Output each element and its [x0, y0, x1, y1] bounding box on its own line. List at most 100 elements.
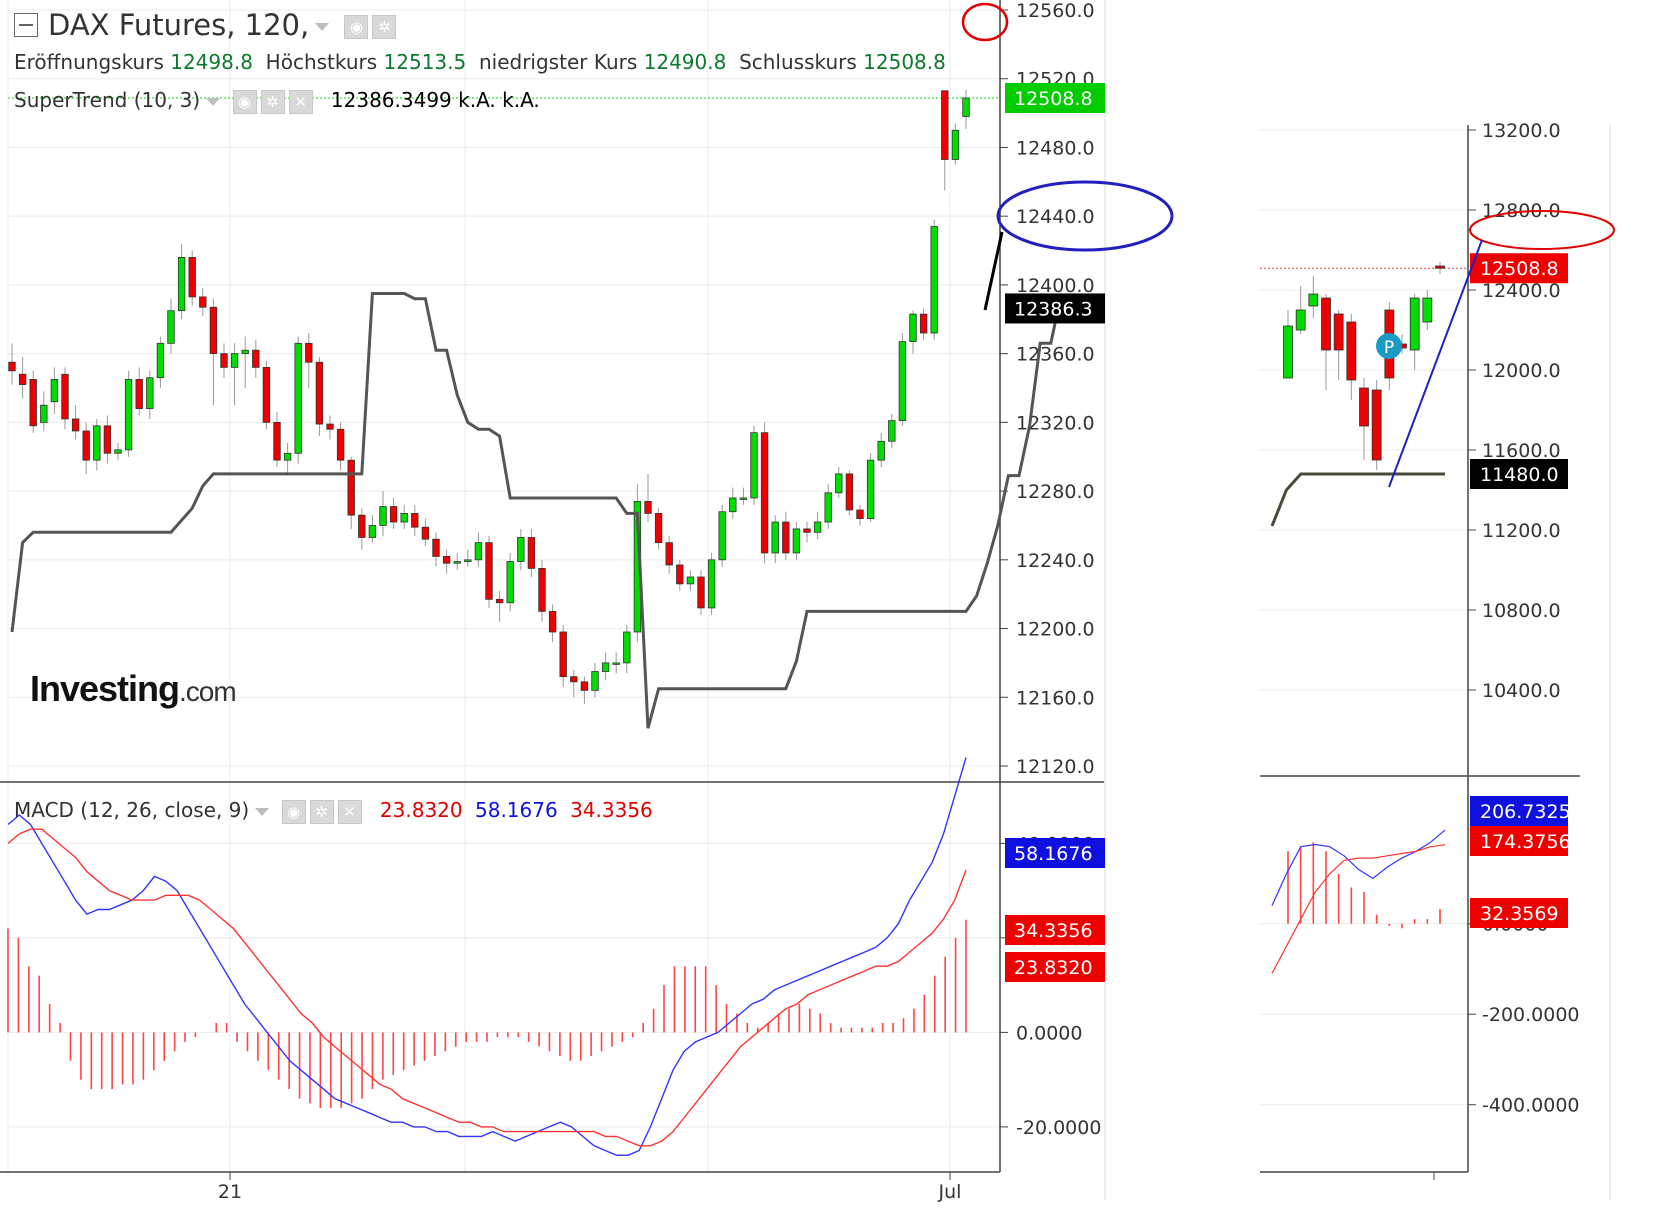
- candle-body: [230, 353, 239, 368]
- signal-line: [1271, 844, 1446, 974]
- candle-body: [432, 538, 440, 557]
- candle-body: [548, 610, 557, 633]
- price-tag-label: 32.3569: [1480, 903, 1559, 925]
- open-label: Eröffnungskurs: [14, 50, 164, 74]
- blue-ellipse-annotation: [996, 180, 1174, 252]
- candle-body: [559, 631, 567, 678]
- candle-body: [389, 506, 398, 523]
- candle-body: [326, 423, 334, 430]
- collapse-icon[interactable]: [14, 13, 38, 37]
- candle-body: [283, 452, 292, 461]
- price-tag: [1470, 253, 1568, 284]
- symbol-title[interactable]: DAX Futures, 120,: [48, 8, 310, 42]
- price-tag-label: 12508.8: [1014, 88, 1093, 110]
- eye-icon[interactable]: ◉: [344, 15, 369, 39]
- candle-body: [1422, 297, 1433, 323]
- candle-body: [866, 459, 875, 519]
- price-chart[interactable]: 12508.8 12386.3: [8, 82, 1105, 729]
- candle-body: [919, 313, 928, 334]
- y-tick-label: 12360.0: [1016, 344, 1095, 366]
- close-icon[interactable]: ✕: [337, 799, 362, 824]
- candle-body: [1283, 325, 1293, 379]
- price-tag: [1470, 459, 1568, 489]
- candle-body: [951, 129, 960, 160]
- y-tick-label: 12000.0: [1482, 360, 1561, 382]
- signal-value: 34.3356: [570, 798, 653, 822]
- close-icon[interactable]: ✕: [288, 89, 313, 114]
- macd-line: [7, 757, 967, 1156]
- candle-body: [241, 349, 249, 355]
- candle-body: [411, 513, 419, 528]
- candle-body: [1333, 313, 1344, 351]
- red-circle-annotation: [961, 2, 1009, 42]
- candle-body: [760, 432, 769, 554]
- price-tag: [1005, 293, 1105, 324]
- candle-body: [803, 528, 811, 533]
- macd-chart[interactable]: 58.1676 34.3356 23.8320: [7, 757, 1105, 1156]
- macd-line: [1271, 829, 1446, 906]
- macd-value: 58.1676: [475, 798, 558, 822]
- gear-icon[interactable]: ✲: [372, 15, 397, 39]
- candle-body: [474, 542, 483, 561]
- candle-body: [506, 561, 514, 604]
- chevron-down-icon[interactable]: [206, 97, 221, 106]
- candle-body: [50, 379, 59, 403]
- candle-body: [336, 428, 345, 461]
- candle-body: [114, 449, 122, 454]
- candle-body: [358, 514, 366, 538]
- candle-body: [442, 555, 451, 564]
- candle-body: [18, 373, 27, 385]
- candle-body: [570, 676, 578, 683]
- price-tag-label: 12386.3: [1014, 298, 1093, 320]
- chart-header: DAX Futures, 120, ◉ ✲: [14, 8, 400, 42]
- y-tick-label: 12440.0: [1016, 206, 1095, 228]
- candle-body: [930, 226, 938, 334]
- candle-body: [654, 513, 663, 544]
- price-tag: [1005, 82, 1105, 113]
- chevron-down-icon[interactable]: [315, 23, 330, 31]
- chevron-down-icon[interactable]: [255, 807, 270, 816]
- candle-body: [824, 492, 832, 523]
- macd-label[interactable]: MACD (12, 26, close, 9): [14, 798, 250, 822]
- eye-icon[interactable]: ◉: [281, 799, 306, 824]
- pivot-marker[interactable]: P: [1376, 333, 1402, 359]
- gear-icon[interactable]: ✲: [309, 799, 334, 824]
- candle-body: [177, 257, 186, 312]
- candle-body: [612, 662, 620, 665]
- signal-line: [7, 828, 967, 1147]
- high-value: 12513.5: [383, 50, 467, 74]
- svg-text:P: P: [1384, 338, 1394, 358]
- candle-body: [93, 425, 101, 461]
- y-tick-label: 12320.0: [1016, 412, 1095, 434]
- candle-body: [167, 310, 175, 344]
- open-value: 12498.8: [170, 50, 253, 74]
- price-tag-label: 58.1676: [1014, 843, 1093, 865]
- candle-body: [962, 97, 970, 117]
- gear-icon[interactable]: ✲: [260, 89, 285, 114]
- eye-icon[interactable]: ◉: [232, 89, 257, 114]
- price-tag-label: 34.3356: [1014, 920, 1093, 942]
- price-tag-label: 174.3756: [1480, 831, 1571, 853]
- candle-body: [686, 576, 695, 585]
- candle-body: [124, 379, 133, 451]
- candle-body: [368, 525, 377, 538]
- supertrend-legend: SuperTrend (10, 3) ◉ ✲ ✕ 12386.3499 k.A. k…: [14, 88, 540, 114]
- y-tick-label: 12480.0: [1016, 137, 1095, 159]
- price-tag: [1470, 826, 1568, 856]
- candle-body: [209, 306, 218, 355]
- low-value: 12490.8: [643, 50, 727, 74]
- supertrend-label[interactable]: SuperTrend (10, 3): [14, 88, 201, 112]
- candle-body: [782, 521, 790, 554]
- y-tick-label: -400.0000: [1482, 1095, 1580, 1117]
- annotations: P: [961, 2, 1615, 488]
- candle-body: [421, 526, 430, 540]
- candle-body: [835, 473, 843, 494]
- y-tick-label: 11200.0: [1482, 520, 1561, 542]
- candle-body: [845, 473, 854, 511]
- candle-body: [71, 418, 80, 432]
- candle-body: [8, 361, 16, 372]
- candle-body: [1409, 297, 1420, 351]
- y-tick-label: 12400.0: [1482, 280, 1561, 302]
- candle-body: [29, 379, 37, 427]
